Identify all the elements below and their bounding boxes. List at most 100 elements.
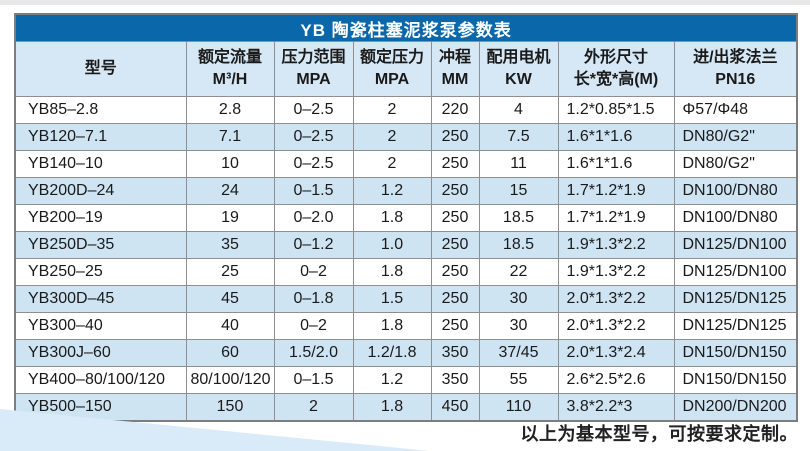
table-cell: DN125/DN100 xyxy=(673,231,798,259)
table-cell: 60 xyxy=(185,339,275,367)
table-cell: 55 xyxy=(478,366,559,394)
table-cell: 2 xyxy=(352,123,432,151)
table-cell: 250 xyxy=(430,312,480,340)
column-header-stroke: 冲程 MM xyxy=(430,41,480,97)
table-cell: DN150/DN150 xyxy=(673,366,798,394)
table-cell: 250 xyxy=(430,150,480,178)
table-cell: 1.5/2.0 xyxy=(273,339,354,367)
table-cell: 0–2.5 xyxy=(273,123,354,151)
table-cell: 2.0*1.3*2.2 xyxy=(557,312,675,340)
column-label: 额定压力 xyxy=(359,49,424,67)
table-cell: DN200/DN200 xyxy=(673,393,798,422)
column-header-motor: 配用电机 KW xyxy=(478,41,559,97)
table-cell: 18.5 xyxy=(478,204,559,232)
table-cell: 250 xyxy=(430,258,480,286)
table-cell: DN80/G2" xyxy=(673,150,798,178)
table-header-row: 型号 额定流量 M³/H 压力范围 MPA 额定压力 MPA 冲程 MM xyxy=(14,41,798,97)
column-unit: MPA xyxy=(374,71,410,88)
table-cell: 250 xyxy=(430,123,480,151)
pump-spec-table: YB 陶瓷柱塞泥浆泵参数表 型号 额定流量 M³/H 压力范围 MPA 额定压力… xyxy=(14,13,799,422)
table-row: YB300J–60 60 1.5/2.0 1.2/1.8 350 37/45 2.0*1.3… xyxy=(14,339,798,367)
column-header-rated-pressure: 额定压力 MPA xyxy=(352,41,432,97)
table-cell: 22 xyxy=(478,258,559,286)
table-cell: 0–2 xyxy=(273,258,354,286)
table-cell: YB85–2.8 xyxy=(14,96,187,124)
table-title-row: YB 陶瓷柱塞泥浆泵参数表 xyxy=(14,13,798,42)
table-cell: 4 xyxy=(478,96,559,124)
table-cell: 7.1 xyxy=(185,123,275,151)
table-row: YB120–7.1 7.1 0–2.5 2 250 7.5 1.6*1*1.6 DN80/G2… xyxy=(14,123,798,151)
table-cell: 25 xyxy=(185,258,275,286)
table-cell: 2.0*1.3*2.2 xyxy=(557,285,675,313)
table-cell: 45 xyxy=(185,285,275,313)
table-cell: 1.8 xyxy=(352,204,432,232)
table-row: YB300–40 40 0–2 1.8 250 30 2.0*1.3*2.2 DN125/DN… xyxy=(14,312,798,340)
column-label: 进/出浆法兰 xyxy=(693,49,778,67)
table-cell: DN125/DN125 xyxy=(673,312,798,340)
table-row: YB140–10 10 0–2.5 2 250 11 1.6*1*1.6 DN80/G2" xyxy=(14,150,798,178)
column-header-model: 型号 xyxy=(14,41,187,97)
table-cell: 350 xyxy=(430,339,480,367)
table-cell: 450 xyxy=(430,393,480,422)
table-cell: 1.8 xyxy=(352,393,432,422)
table-cell: 2 xyxy=(273,393,354,422)
table-cell: 1.8 xyxy=(352,258,432,286)
column-label: 额定流量 xyxy=(197,49,262,67)
table-cell: YB250D–35 xyxy=(14,231,187,259)
table-cell: YB140–10 xyxy=(14,150,187,178)
table-cell: YB120–7.1 xyxy=(14,123,187,151)
table-cell: 80/100/120 xyxy=(185,366,275,394)
table-cell: YB300D–45 xyxy=(14,285,187,313)
table-cell: 2 xyxy=(352,150,432,178)
table-cell: 0–2.0 xyxy=(273,204,354,232)
table-cell: 0–1.8 xyxy=(273,285,354,313)
table-cell: 250 xyxy=(430,231,480,259)
table-cell: DN100/DN80 xyxy=(673,204,798,232)
table-cell: 350 xyxy=(430,366,480,394)
table-cell: 1.9*1.3*2.2 xyxy=(557,231,675,259)
table-cell: 18.5 xyxy=(478,231,559,259)
column-label: 型号 xyxy=(84,60,117,78)
table-row: YB200–19 19 0–2.0 1.8 250 18.5 1.7*1.2*1.9 DN10… xyxy=(14,204,798,232)
table-cell: 0–2 xyxy=(273,312,354,340)
table-title: YB 陶瓷柱塞泥浆泵参数表 xyxy=(14,13,798,42)
column-label: 配用电机 xyxy=(486,49,551,67)
column-label: 外形尺寸 xyxy=(583,49,648,67)
table-cell: 30 xyxy=(478,312,559,340)
table-cell: 250 xyxy=(430,177,480,205)
table-cell: 10 xyxy=(185,150,275,178)
table-cell: 1.9*1.3*2.2 xyxy=(557,258,675,286)
table-row: YB250–25 25 0–2 1.8 250 22 1.9*1.3*2.2 DN125/DN… xyxy=(14,258,798,286)
table-cell: DN80/G2" xyxy=(673,123,798,151)
column-unit: MM xyxy=(441,71,469,88)
table-cell: YB300J–60 xyxy=(14,339,187,367)
table-row: YB400–80/100/120 80/100/120 0–1.5 1.2 350 55 2… xyxy=(14,366,798,394)
column-header-dimensions: 外形尺寸 长*宽*高(M) xyxy=(557,41,675,97)
table-cell: 250 xyxy=(430,204,480,232)
table-cell: 2.8 xyxy=(185,96,275,124)
table-cell: 0–2.5 xyxy=(273,96,354,124)
column-unit: M³/H xyxy=(212,71,248,88)
table-cell: DN125/DN100 xyxy=(673,258,798,286)
table-cell: 7.5 xyxy=(478,123,559,151)
column-header-rated-flow: 额定流量 M³/H xyxy=(185,41,275,97)
table-cell: 1.5 xyxy=(352,285,432,313)
column-header-pressure-range: 压力范围 MPA xyxy=(273,41,354,97)
table-cell: 2.0*1.3*2.4 xyxy=(557,339,675,367)
table-cell: 0–1.2 xyxy=(273,231,354,259)
table-cell: 2 xyxy=(352,96,432,124)
table-cell: 30 xyxy=(478,285,559,313)
table-cell: 110 xyxy=(478,393,559,422)
table-cell: 1.6*1*1.6 xyxy=(557,123,675,151)
table-cell: 37/45 xyxy=(478,339,559,367)
table-cell: YB200–19 xyxy=(14,204,187,232)
table-row: YB300D–45 45 0–1.8 1.5 250 30 2.0*1.3*2.2 DN125… xyxy=(14,285,798,313)
column-unit: PN16 xyxy=(715,71,756,88)
table-row: YB200D–24 24 0–1.5 1.2 250 15 1.7*1.2*1.9 DN100… xyxy=(14,177,798,205)
table-cell: 19 xyxy=(185,204,275,232)
table-cell: 1.2 xyxy=(352,366,432,394)
table-cell: 24 xyxy=(185,177,275,205)
table-cell: 1.7*1.2*1.9 xyxy=(557,177,675,205)
table-cell: 1.0 xyxy=(352,231,432,259)
